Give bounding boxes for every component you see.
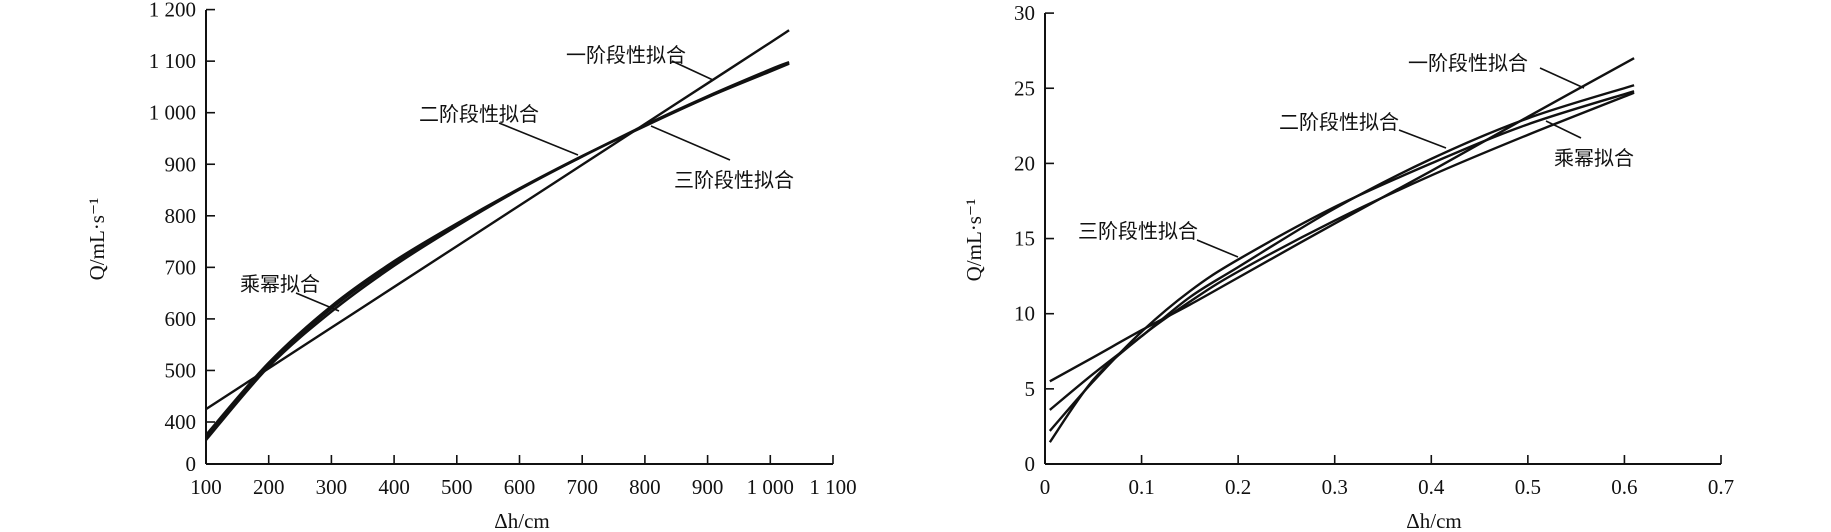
right-y-tick-label: 5 (1025, 377, 1036, 401)
left-y-tick-label: 800 (165, 204, 197, 228)
left-annotation-power: 乘幂拟合 (240, 272, 320, 296)
left-leader-third-stage (650, 125, 731, 161)
right-leader-third-stage (1196, 239, 1239, 258)
left-annotation-first-stage: 一阶段性拟合 (566, 43, 686, 67)
left-y-tick-label: 1 200 (149, 0, 196, 22)
right-y-tick-label: 30 (1014, 1, 1035, 25)
left-y-tick-label: 0 (186, 452, 197, 476)
right-x-tick-label: 0.6 (1611, 475, 1637, 499)
left-x-tick-label: 200 (253, 475, 285, 499)
right-chart: Δh/cm Q/mL·s⁻¹ 一阶段性拟合 二阶段性拟合 乘幂拟合 三阶段性拟合… (962, 1, 1734, 532)
left-x-tick-label: 1 100 (809, 475, 856, 499)
left-y-tick-label: 900 (165, 152, 197, 176)
left-y-tick-label: 700 (165, 255, 197, 279)
right-annotation-second-stage: 二阶段性拟合 (1279, 110, 1399, 134)
right-x-tick-label: 0.7 (1708, 475, 1734, 499)
left-leader-second-stage (498, 122, 579, 156)
right-x-tick-label: 0.2 (1225, 475, 1251, 499)
left-x-tick-label: 1 000 (747, 475, 794, 499)
right-y-tick-label: 10 (1014, 302, 1035, 326)
left-x-tick-label: 500 (441, 475, 473, 499)
right-x-tick-label: 0 (1040, 475, 1051, 499)
left-y-tick-label: 1 000 (149, 101, 196, 125)
left-x-axis-title: Δh/cm (494, 509, 550, 532)
right-annotation-first-stage: 一阶段性拟合 (1408, 51, 1528, 75)
left-annotation-third-stage: 三阶段性拟合 (674, 168, 794, 192)
right-y-tick-label: 20 (1014, 151, 1035, 175)
left-leader-first-stage (671, 60, 714, 81)
right-y-tick-label: 0 (1025, 452, 1036, 476)
left-series-line-4 (205, 62, 790, 441)
right-x-tick-label: 0.1 (1128, 475, 1154, 499)
left-x-tick-label: 800 (629, 475, 661, 499)
left-y-tick-label: 600 (165, 307, 197, 331)
right-leader-second-stage (1398, 129, 1447, 149)
right-annotation-power: 乘幂拟合 (1554, 146, 1634, 170)
left-series-line-1 (205, 29, 790, 411)
right-leader-first-stage (1539, 67, 1585, 89)
left-x-tick-label: 700 (566, 475, 598, 499)
left-x-tick-label: 600 (504, 475, 536, 499)
right-x-tick-label: 0.4 (1418, 475, 1445, 499)
left-y-tick-label: 1 100 (149, 49, 196, 73)
left-x-tick-label: 300 (316, 475, 348, 499)
left-chart: Δh/cm Q/mL·s⁻¹ 一阶段性拟合 二阶段性拟合 三阶段性拟合 乘幂拟合… (85, 0, 857, 532)
left-y-tick-label: 500 (165, 358, 197, 382)
right-leader-power (1545, 120, 1582, 139)
right-x-tick-label: 0.5 (1515, 475, 1541, 499)
left-annotation-second-stage: 二阶段性拟合 (419, 102, 539, 126)
left-x-tick-label: 400 (378, 475, 410, 499)
right-x-axis-title: Δh/cm (1406, 509, 1462, 532)
left-y-axis-title: Q/mL·s⁻¹ (85, 198, 109, 281)
right-series-line-4 (1048, 91, 1635, 443)
left-y-tick-label: 400 (165, 410, 197, 434)
right-y-axis-title: Q/mL·s⁻¹ (962, 199, 986, 282)
right-annotation-third-stage: 三阶段性拟合 (1078, 219, 1198, 243)
right-y-tick-label: 25 (1014, 76, 1035, 100)
right-series-line-3 (1048, 90, 1635, 432)
left-x-tick-label: 100 (190, 475, 222, 499)
left-x-tick-label: 900 (692, 475, 724, 499)
right-y-tick-label: 15 (1014, 227, 1035, 251)
right-x-tick-label: 0.3 (1322, 475, 1348, 499)
